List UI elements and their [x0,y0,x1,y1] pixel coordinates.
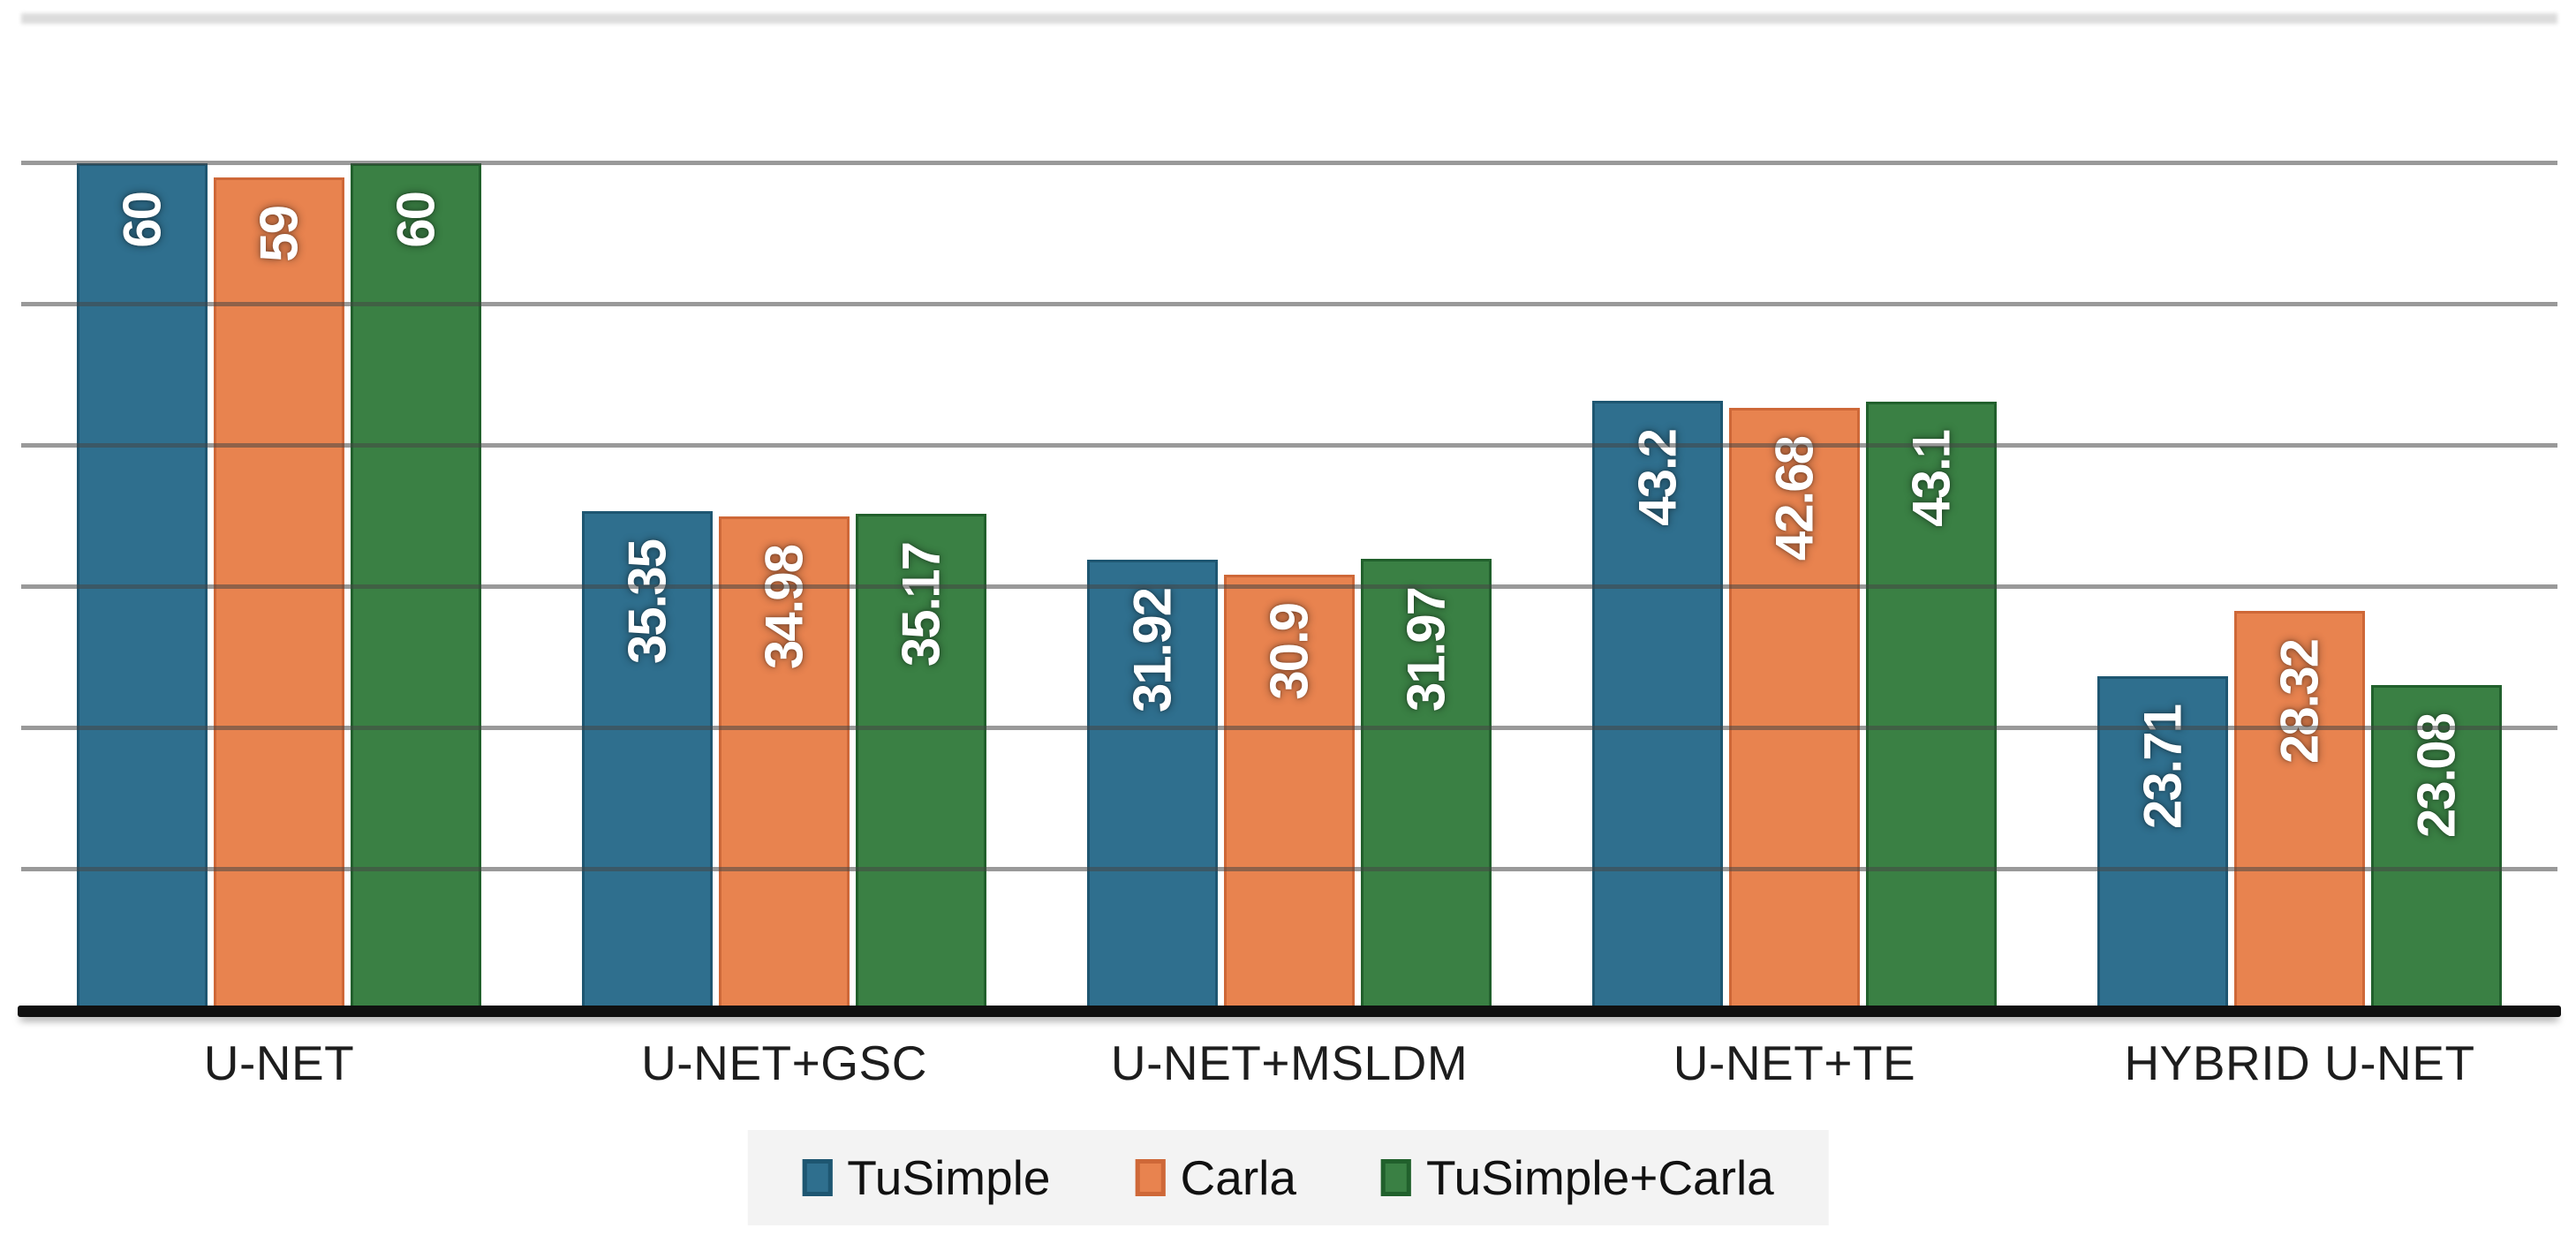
legend-item-tusimple-carla: TuSimple+Carla [1380,1149,1774,1206]
bar-value-label: 60 [112,192,172,248]
bar-group-u-net: 60 59 60 [26,22,532,1011]
bar-tusimple-carla: 31.97 [1361,559,1492,1011]
bar-value-label: 23.08 [2406,713,2466,838]
legend: TuSimple Carla TuSimple+Carla [747,1130,1829,1225]
bar-tusimple: 35.35 [582,511,713,1011]
bar-carla: 42.68 [1729,408,1860,1011]
legend-label: TuSimple+Carla [1425,1150,1774,1205]
bar-carla: 34.98 [719,516,850,1011]
bar-group-u-net-msldm: 31.92 30.9 31.97 [1037,22,1542,1011]
bar-carla: 59 [214,177,344,1011]
x-axis-label-u-net-gsc: U-NET+GSC [641,1036,927,1090]
legend-label: TuSimple [847,1150,1051,1205]
bar-tusimple-carla: 43.1 [1866,402,1997,1011]
bar-tusimple-carla: 35.17 [856,514,986,1011]
legend-item-carla: Carla [1135,1149,1296,1206]
x-axis-label-hybrid-u-net: HYBRID U-NET [2124,1036,2475,1090]
x-axis-label-u-net-te: U-NET+TE [1673,1036,1916,1090]
bar-tusimple-carla: 60 [351,163,481,1011]
bar-value-label: 31.92 [1122,589,1182,713]
legend-label: Carla [1180,1150,1296,1205]
bar-group-u-net-te: 43.2 42.68 43.1 [1542,22,2047,1011]
bar-value-label: 60 [386,192,446,248]
bar-value-label: 31.97 [1396,588,1456,712]
legend-swatch [1135,1159,1166,1196]
legend-swatch [802,1159,833,1196]
bar-value-label: 59 [249,207,309,262]
bar-value-label: 35.17 [891,543,951,667]
bar-group-u-net-gsc: 35.35 34.98 35.17 [532,22,1037,1011]
bar-tusimple: 23.71 [2097,675,2228,1011]
legend-item-tusimple: TuSimple [802,1149,1051,1206]
bar-value-label: 30.9 [1259,603,1319,700]
bar-value-label: 43.1 [1901,431,1961,528]
bar-value-label: 42.68 [1764,437,1824,561]
bar-carla: 28.32 [2234,610,2365,1011]
bar-value-label: 23.71 [2133,704,2193,829]
bar-tusimple: 31.92 [1087,560,1218,1011]
x-axis-line [18,1006,2561,1017]
bar-carla: 30.9 [1224,574,1355,1011]
bar-tusimple: 43.2 [1592,400,1723,1011]
plot-area: 60 59 60 35.35 34.98 35.17 31.92 30.9 31.97 43.2 4… [21,13,2557,1011]
bar-tusimple-carla: 23.08 [2371,684,2502,1011]
legend-swatch [1380,1159,1411,1196]
x-axis-label-u-net: U-NET [203,1036,355,1090]
bar-tusimple: 60 [77,163,208,1011]
bar-value-label: 43.2 [1628,429,1688,526]
x-axis-label-u-net-msldm: U-NET+MSLDM [1110,1036,1469,1090]
bar-value-label: 28.32 [2270,639,2330,765]
bars-row: 60 59 60 35.35 34.98 35.17 31.92 30.9 31.97 43.2 4… [26,22,2552,1011]
bar-value-label: 35.35 [617,540,677,665]
bar-value-label: 34.98 [754,546,814,670]
bar-group-hybrid-u-net: 23.71 28.32 23.08 [2047,22,2552,1011]
x-axis-labels: U-NET U-NET+GSC U-NET+MSLDM U-NET+TE HYBRID … [26,1035,2552,1091]
